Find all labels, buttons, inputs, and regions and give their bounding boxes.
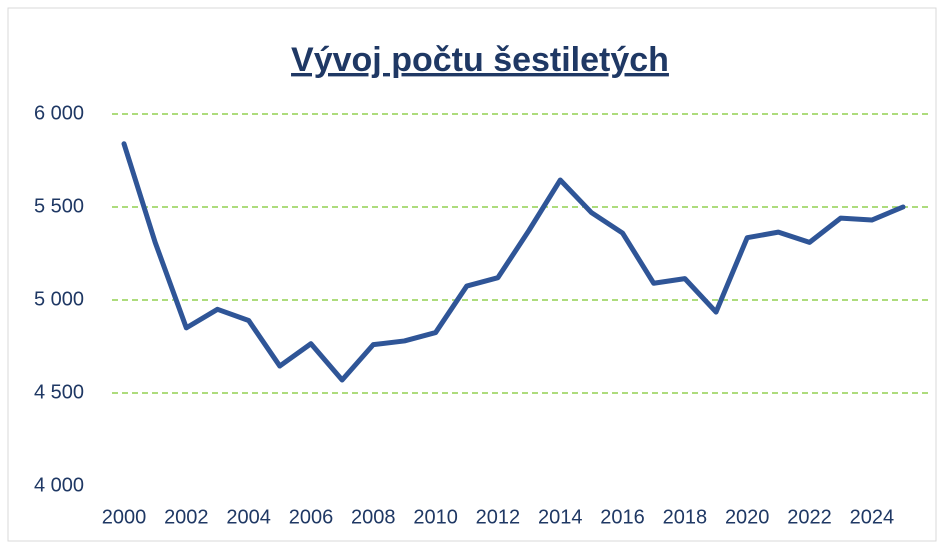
x-tick-label: 2010 xyxy=(413,506,458,528)
x-tick-label: 2024 xyxy=(850,506,895,528)
x-tick-label: 2006 xyxy=(289,506,334,528)
x-tick-label: 2020 xyxy=(725,506,770,528)
y-tick-label: 4 500 xyxy=(34,381,84,403)
y-tick-label: 4 000 xyxy=(34,474,84,496)
x-tick-label: 2000 xyxy=(102,506,147,528)
chart-frame xyxy=(7,7,937,542)
x-tick-label: 2012 xyxy=(476,506,521,528)
y-tick-label: 5 000 xyxy=(34,288,84,310)
chart-title: Vývoj počtu šestiletých xyxy=(291,41,669,79)
x-tick-label: 2018 xyxy=(663,506,708,528)
x-tick-label: 2014 xyxy=(538,506,583,528)
x-tick-label: 2008 xyxy=(351,506,396,528)
data-line xyxy=(121,141,906,383)
x-tick-label: 2002 xyxy=(164,506,209,528)
x-tick-label: 2022 xyxy=(787,506,832,528)
x-tick-label: 2004 xyxy=(226,506,271,528)
x-tick-label: 2016 xyxy=(600,506,645,528)
y-tick-label: 6 000 xyxy=(34,102,84,124)
y-tick-label: 5 500 xyxy=(34,195,84,217)
